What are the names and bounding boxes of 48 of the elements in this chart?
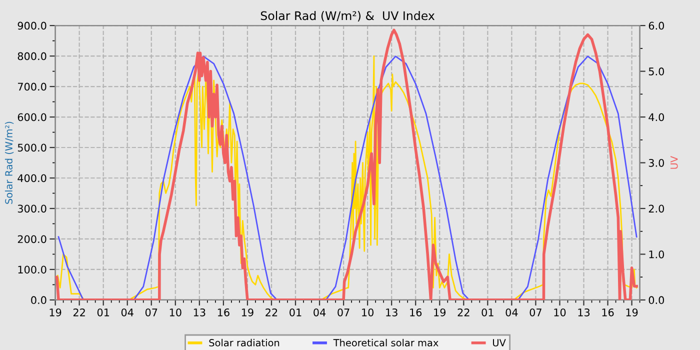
legend-label: Theoretical solar max	[333, 338, 438, 346]
y-tick-label: 600.0	[18, 113, 46, 122]
y-tick-label: 100.0	[18, 266, 46, 274]
y2-tick-label: 1.0	[649, 250, 664, 258]
y2-tick-label: 2.0	[648, 204, 664, 213]
y-axis-title: Solar Rad (W/m²)	[4, 122, 14, 204]
y2-tick-label: 4.0	[648, 113, 664, 122]
x-tick-label: 04	[314, 308, 326, 316]
x-tick-label: 16	[410, 308, 422, 316]
x-tick-label: 10	[170, 308, 182, 316]
x-tick-label: 01	[290, 308, 302, 316]
y-tick-label: 300.0	[18, 204, 46, 213]
x-tick-label: 04	[506, 308, 518, 316]
x-tick-label: 19	[242, 308, 254, 316]
x-tick-label: 16	[218, 308, 230, 316]
x-tick-label: 04	[121, 308, 134, 316]
y-tick-label: 500.0	[18, 144, 46, 152]
x-tick-label: 13	[194, 308, 206, 316]
legend-label: Solar radiation	[209, 338, 280, 346]
y2-tick-label: 3.0	[648, 158, 664, 167]
x-tick-label: 07	[145, 308, 158, 316]
y2-axis-title: UV	[670, 156, 678, 169]
x-tick-label: 10	[554, 308, 566, 316]
x-tick-label: 19	[434, 308, 446, 316]
y-tick-label: 200.0	[18, 235, 46, 244]
y-tick-label: 700.0	[18, 82, 46, 91]
x-tick-label: 13	[578, 308, 590, 316]
x-tick-label: 22	[458, 308, 470, 316]
x-tick-label: 07	[530, 308, 542, 316]
x-tick-label: 22	[266, 308, 278, 316]
y2-tick-label: 0.0	[648, 296, 664, 304]
x-tick-label: 19	[626, 308, 638, 316]
x-tick-label: 13	[386, 308, 398, 316]
x-tick-label: 07	[338, 308, 350, 316]
x-tick-label: 22	[73, 308, 85, 316]
y-tick-label: 400.0	[18, 174, 46, 182]
y-tick-label: 0.0	[31, 296, 46, 304]
chart-title: Solar Rad (W/m²) & UV Index	[260, 11, 435, 22]
y2-tick-label: 6.0	[648, 22, 664, 30]
y-tick-label: 800.0	[18, 52, 46, 60]
x-tick-label: 01	[482, 308, 494, 316]
legend-label: UV	[493, 339, 506, 346]
y2-tick-label: 5.0	[648, 68, 664, 76]
x-tick-label: 16	[602, 308, 614, 316]
x-tick-label: 19	[50, 308, 62, 316]
y-tick-label: 900.0	[18, 22, 46, 30]
x-tick-label: 10	[362, 308, 374, 316]
x-tick-label: 01	[97, 308, 110, 316]
